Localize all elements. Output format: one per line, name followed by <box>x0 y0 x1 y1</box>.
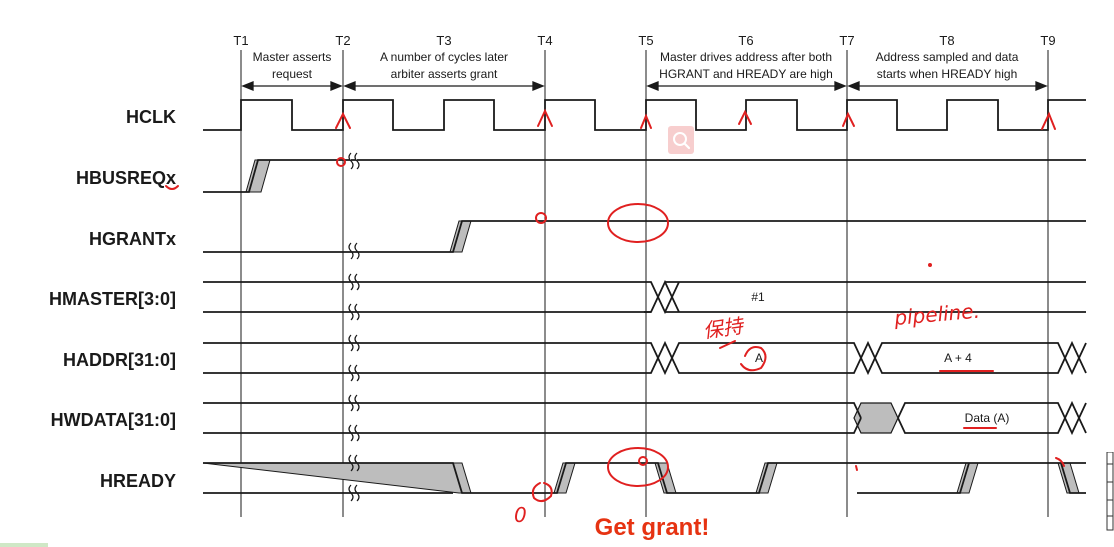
signal-label-hbusreqx: HBUSREQx <box>76 168 176 188</box>
haddr-waveform <box>203 340 1087 376</box>
phase-note-4-line-2: starts when HREADY high <box>877 67 1018 81</box>
time-marker-t2: T2 <box>335 33 350 48</box>
sidebar-handle-icon[interactable] <box>1106 451 1114 532</box>
time-marker-t4: T4 <box>537 33 552 48</box>
phase-note-2-line-1: A number of cycles later <box>380 50 508 64</box>
hbusreq-waveform <box>203 159 1086 193</box>
phase-note-2-line-2: arbiter asserts grant <box>391 67 498 81</box>
phase-note-3-line-1: Master drives address after both <box>660 50 832 64</box>
hmaster-waveform <box>203 279 1086 315</box>
hwdata-waveform <box>203 400 1087 436</box>
haddr-value-a: A <box>755 351 763 365</box>
break-markers <box>348 152 360 502</box>
phase-arrows <box>241 81 1048 91</box>
time-marker-t6: T6 <box>738 33 753 48</box>
time-marker-t8: T8 <box>939 33 954 48</box>
get-grant-headline: Get grant! <box>595 514 710 541</box>
time-markers: T1 T2 T3 T4 T5 T6 T7 T8 T9 <box>233 33 1055 48</box>
time-marker-t5: T5 <box>638 33 653 48</box>
signal-label-hready: HREADY <box>100 471 176 491</box>
phase-note-4-line-1: Address sampled and data <box>876 50 1019 64</box>
phase-note-3-line-2: HGRANT and HREADY are high <box>659 67 833 81</box>
handwritten-pipeline: pipeline. <box>892 299 980 330</box>
status-strip <box>0 543 48 547</box>
time-marker-t9: T9 <box>1040 33 1055 48</box>
signal-label-hmaster: HMASTER[3:0] <box>49 289 176 309</box>
signal-label-hgrantx: HGRANTx <box>89 229 176 249</box>
handwritten-zero: 0 <box>514 503 527 527</box>
signal-label-haddr: HADDR[31:0] <box>63 350 176 370</box>
signal-labels: HCLK HBUSREQx HGRANTx HMASTER[3:0] HADDR… <box>49 107 176 491</box>
search-icon[interactable] <box>668 126 694 154</box>
phase-note-1-line-1: Master asserts <box>253 50 332 64</box>
time-marker-t1: T1 <box>233 33 248 48</box>
signal-label-hwdata: HWDATA[31:0] <box>51 410 176 430</box>
hwdata-value-label: Data (A) <box>965 411 1010 425</box>
hready-waveform <box>202 462 1086 494</box>
phase-note-1-line-2: request <box>272 67 313 81</box>
red-annotations <box>165 108 1065 502</box>
haddr-value-a4: A + 4 <box>944 351 972 365</box>
phase-notes: Master asserts request A number of cycle… <box>253 50 1019 81</box>
time-marker-t3: T3 <box>436 33 451 48</box>
handwritten-keep: 保持 <box>701 313 746 343</box>
hmaster-value-label: #1 <box>751 290 765 304</box>
signal-label-hclk: HCLK <box>126 107 176 127</box>
hclk-waveform <box>203 99 1086 131</box>
time-marker-t7: T7 <box>839 33 854 48</box>
hgrant-waveform <box>203 220 1086 253</box>
